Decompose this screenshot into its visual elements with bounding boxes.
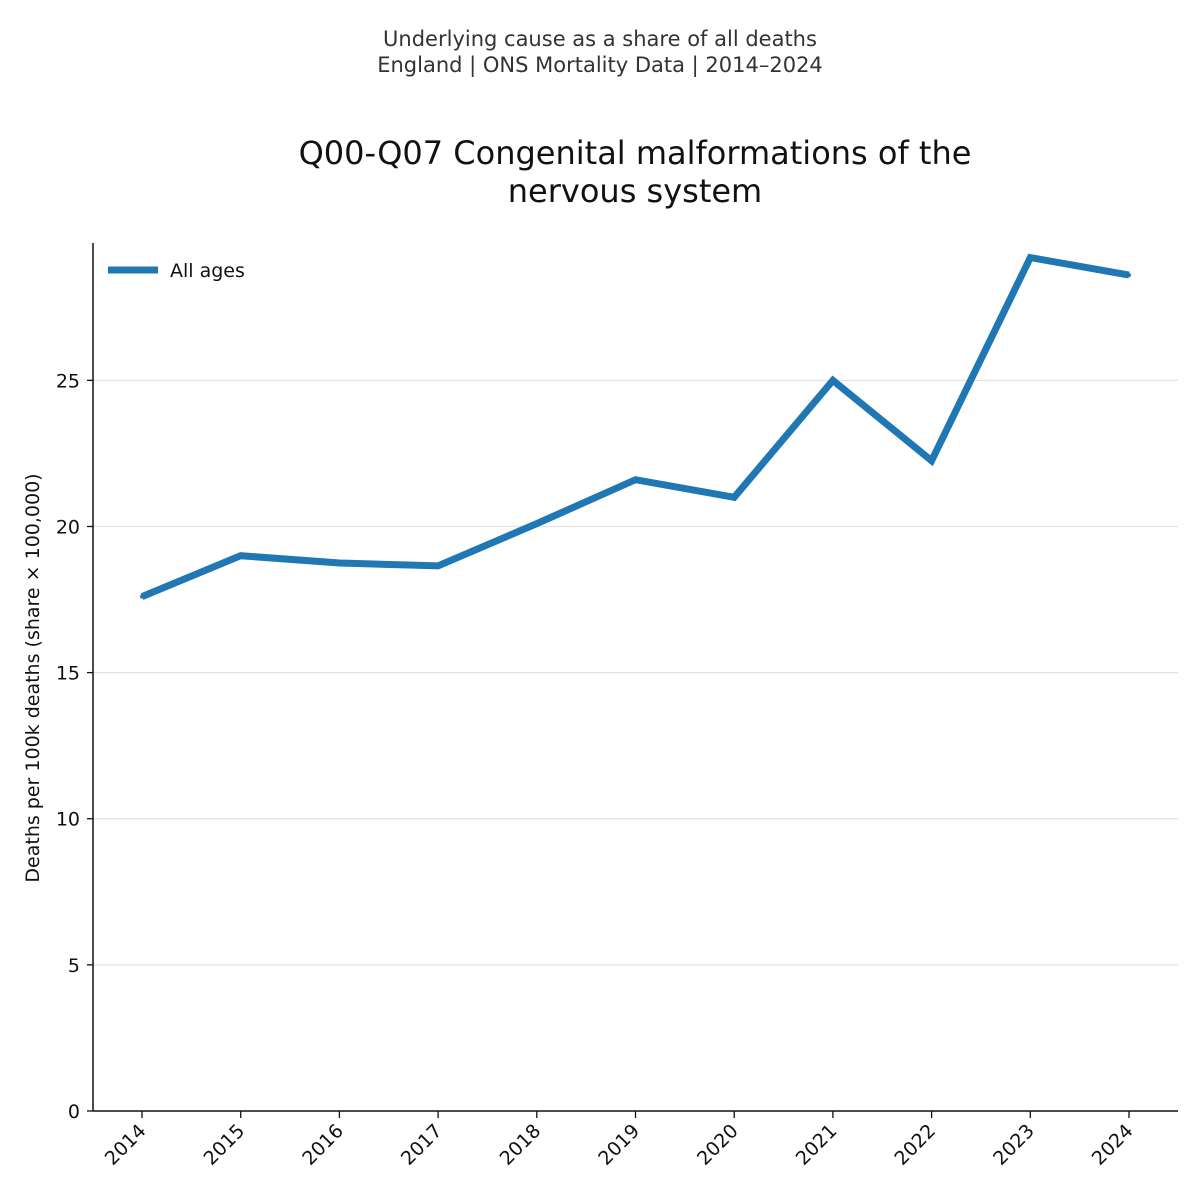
chart-title-line-2: nervous system	[507, 172, 763, 210]
gridlines	[93, 379, 1178, 966]
x-tick-label-2016: 2016	[298, 1120, 348, 1170]
x-tick-label-2018: 2018	[496, 1120, 546, 1170]
suptitle-line-1: Underlying cause as a share of all death…	[383, 27, 817, 51]
data-point-2017	[436, 563, 441, 568]
data-point-2024	[1127, 273, 1131, 278]
chart-title-line-1: Q00-Q07 Congenital malformations of the	[298, 134, 972, 172]
series-group	[140, 253, 1131, 600]
y-tick-label-10: 10	[56, 809, 80, 831]
data-point-2020	[732, 495, 737, 500]
series-line-0	[140, 253, 1130, 600]
x-tick-label-2023: 2023	[989, 1120, 1039, 1170]
data-point-2019	[633, 477, 638, 482]
y-tick-label-25: 25	[56, 370, 80, 392]
y-tick-label-0: 0	[68, 1101, 80, 1123]
x-tick-label-2020: 2020	[693, 1120, 743, 1170]
data-point-2023	[1028, 255, 1033, 260]
y-ticks: 0 5 10 15 20 25	[56, 370, 93, 1123]
axes	[92, 243, 1178, 1112]
suptitle-line-2: England | ONS Mortality Data | 2014–2024	[377, 53, 823, 77]
data-point-2014	[140, 594, 144, 599]
x-tick-label-2024: 2024	[1088, 1120, 1138, 1170]
data-point-2018	[534, 521, 539, 526]
x-tick-label-2021: 2021	[792, 1120, 842, 1170]
legend: All ages	[108, 260, 245, 282]
data-point-2021	[830, 378, 835, 383]
y-tick-label-5: 5	[68, 955, 80, 977]
data-point-2022	[929, 458, 934, 463]
x-ticks: 2014 2015 2016 2017 2018 2019 2020 2021 2022 2023…	[101, 1111, 1138, 1170]
x-tick-label-2015: 2015	[199, 1120, 249, 1170]
x-tick-label-2017: 2017	[397, 1120, 447, 1170]
y-axis-label: Deaths per 100k deaths (share × 100,000)	[22, 473, 44, 882]
legend-label-all-ages: All ages	[170, 260, 245, 282]
data-point-2015	[238, 553, 243, 558]
y-tick-label-15: 15	[56, 663, 80, 685]
x-tick-label-2019: 2019	[594, 1120, 644, 1170]
x-tick-label-2014: 2014	[101, 1120, 151, 1170]
y-tick-label-20: 20	[56, 516, 80, 538]
data-point-2016	[337, 561, 342, 566]
x-tick-label-2022: 2022	[890, 1120, 940, 1170]
